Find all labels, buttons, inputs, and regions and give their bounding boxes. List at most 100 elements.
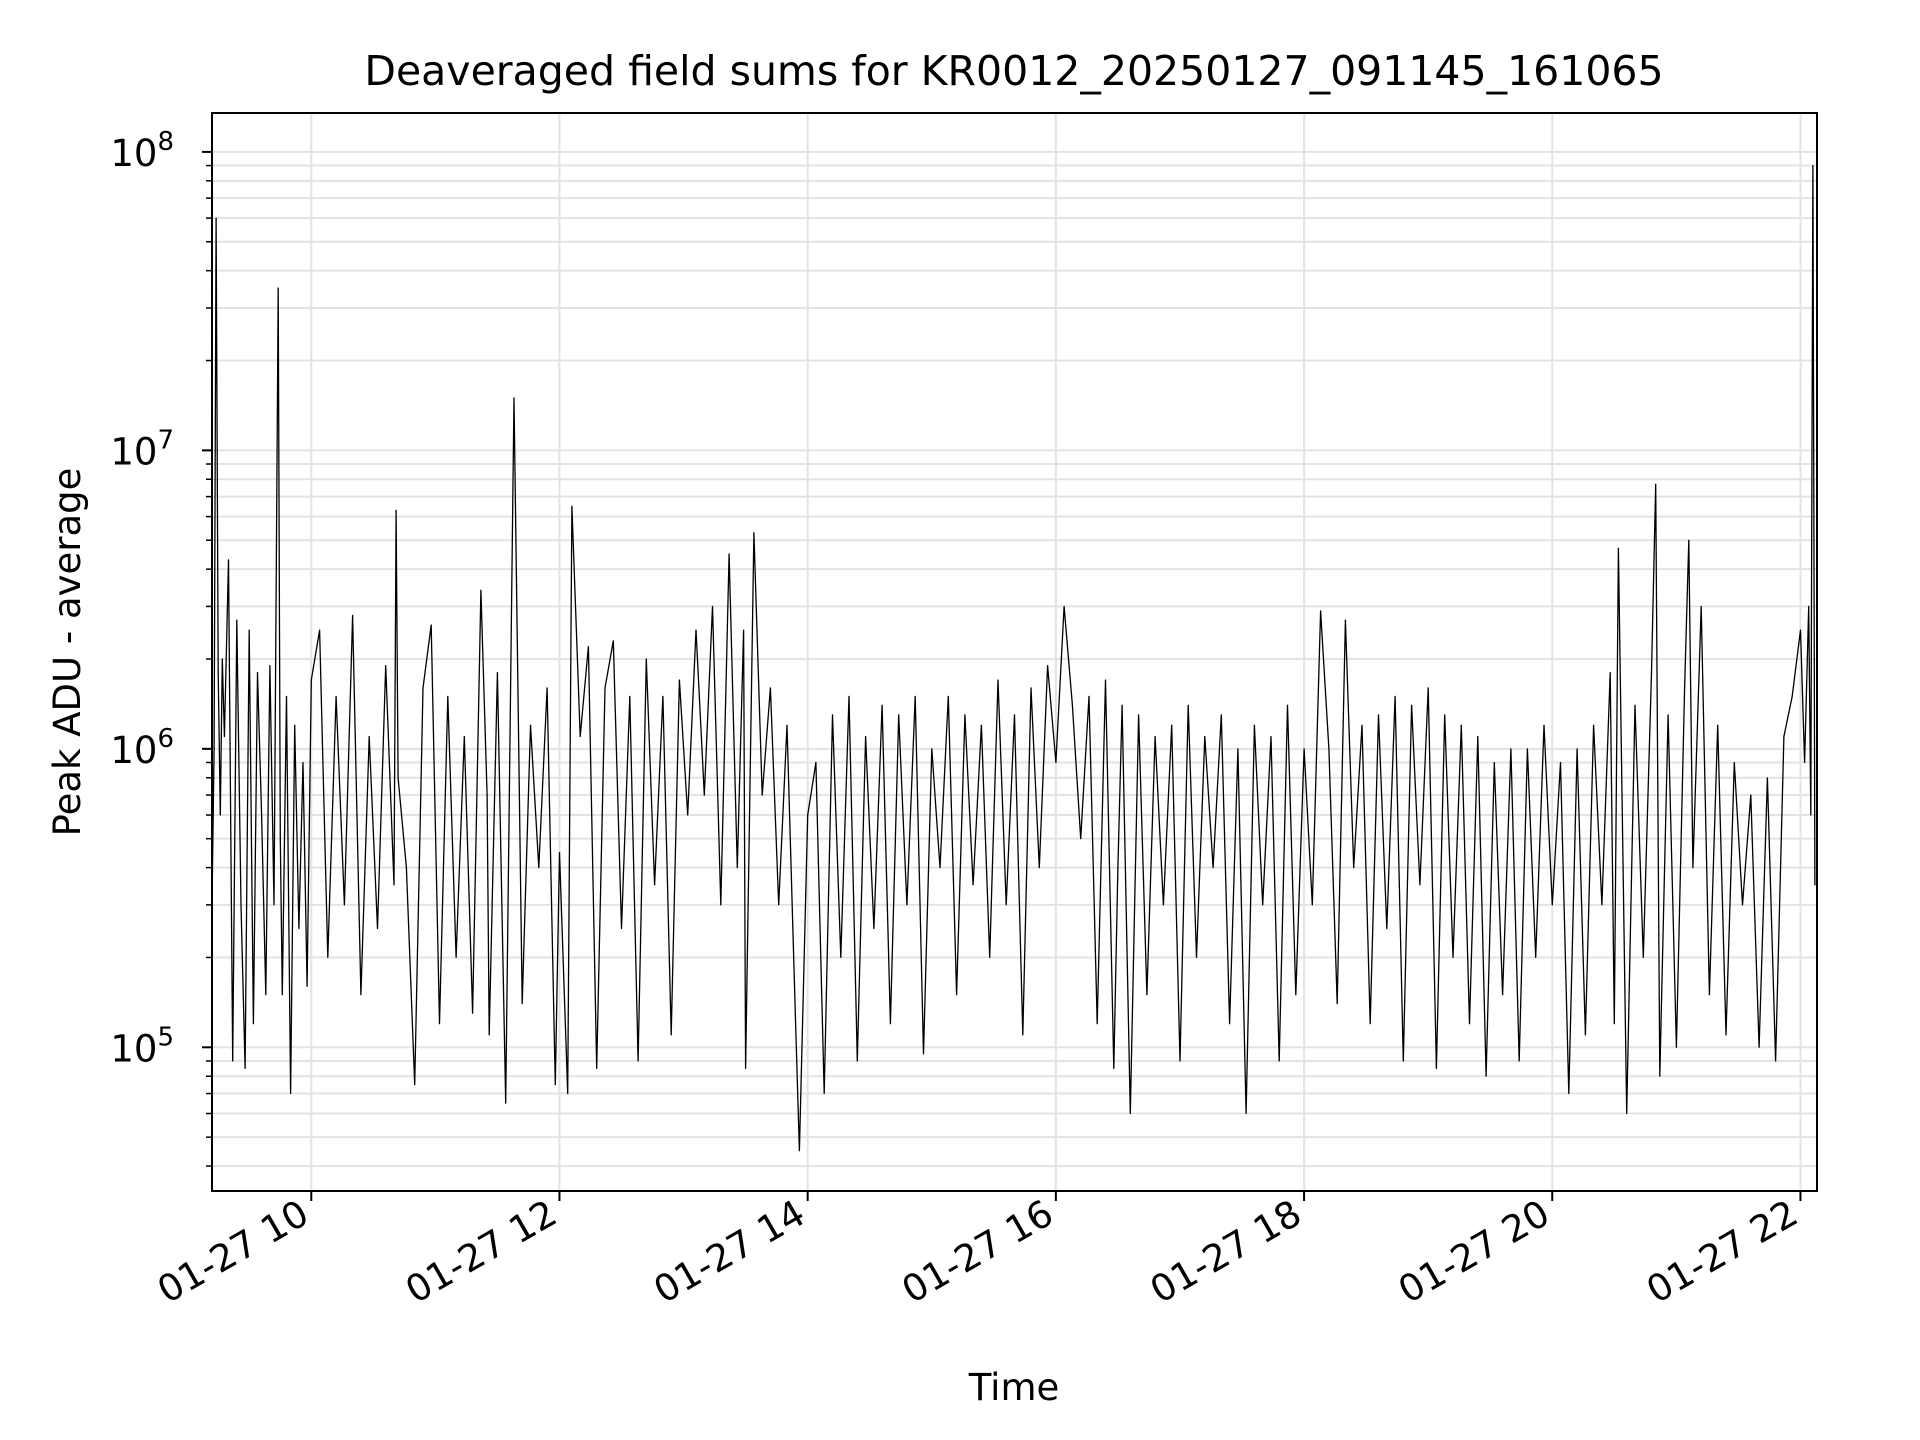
data-point [227, 559, 230, 561]
data-point [947, 695, 949, 697]
data-point [1262, 904, 1264, 906]
data-point [1121, 704, 1123, 706]
data-point [1502, 994, 1504, 996]
data-point [728, 553, 730, 555]
data-point [1435, 1067, 1437, 1069]
data-point [1510, 748, 1512, 750]
data-point [761, 794, 763, 796]
data-point [554, 1084, 556, 1086]
data-point [1750, 794, 1752, 796]
data-point [1559, 761, 1562, 764]
data-point [1725, 1034, 1727, 1036]
data-point [252, 1023, 254, 1025]
data-point [1810, 814, 1812, 816]
data-point [1576, 748, 1578, 750]
y-tick-label: 107 [110, 425, 174, 473]
data-point [1369, 1023, 1371, 1025]
data-point [393, 884, 395, 886]
data-point [223, 735, 225, 738]
data-point [856, 1060, 858, 1062]
data-point [1741, 904, 1744, 906]
data-point [695, 629, 697, 631]
data-point [455, 956, 457, 959]
data-point [637, 1060, 639, 1062]
data-point [279, 838, 281, 840]
y-tick-label: 105 [110, 1022, 174, 1070]
x-axis-label: Time [968, 1366, 1060, 1409]
data-point [956, 994, 958, 996]
data-point [327, 956, 329, 959]
data-point [1171, 724, 1173, 726]
data-point [1047, 665, 1049, 667]
data-point [513, 397, 515, 399]
data-point [261, 814, 263, 816]
data-point [298, 927, 300, 930]
data-point [1452, 956, 1454, 959]
data-point [1692, 867, 1694, 869]
data-point [1688, 539, 1690, 541]
data-point [488, 1034, 490, 1036]
data-point [939, 867, 941, 869]
data-point [1626, 1112, 1628, 1115]
data-point [1344, 619, 1346, 621]
data-point [1253, 724, 1255, 726]
data-point [480, 589, 482, 591]
data-point [629, 695, 631, 697]
data-point [1129, 1112, 1131, 1115]
data-point [1642, 956, 1644, 959]
data-point [302, 761, 304, 764]
data-point [1568, 1092, 1570, 1095]
data-point [898, 714, 900, 716]
data-point [743, 629, 745, 631]
data-point [1634, 704, 1636, 706]
data-point [1708, 994, 1710, 996]
data-point [472, 1012, 474, 1014]
data-point [1609, 672, 1611, 674]
data-point [1804, 761, 1806, 764]
data-point [438, 1023, 441, 1025]
data-point [430, 624, 432, 626]
data-point [620, 927, 623, 930]
data-point [1584, 1034, 1586, 1036]
data-point [964, 714, 966, 716]
data-point [1138, 714, 1140, 716]
data-point [273, 904, 275, 906]
data-point [922, 1053, 925, 1055]
data-point [558, 851, 561, 853]
data-point [736, 867, 738, 869]
data-point [376, 927, 379, 930]
data-point [1187, 704, 1189, 706]
data-point [980, 724, 983, 726]
data-point [529, 724, 532, 726]
data-point [1613, 1023, 1615, 1025]
data-point [873, 927, 875, 930]
y-tick-label: 108 [110, 127, 174, 175]
data-point [645, 658, 647, 660]
data-point [865, 735, 867, 738]
data-point [889, 1023, 892, 1025]
data-point [1814, 884, 1816, 886]
data-point [360, 994, 362, 996]
data-point [753, 532, 755, 534]
data-point [1733, 761, 1735, 764]
data-point [1311, 904, 1313, 906]
data-point [662, 695, 664, 697]
data-point [1030, 687, 1032, 689]
data-point [1650, 672, 1653, 674]
data-point [815, 761, 817, 764]
data-point [1493, 761, 1495, 764]
data-point [1675, 1046, 1677, 1048]
data-point [1526, 748, 1528, 750]
data-point [1655, 483, 1657, 485]
data-point [1229, 1023, 1231, 1025]
data-point [1444, 714, 1446, 716]
data-point [463, 735, 465, 738]
data-point [1775, 1060, 1777, 1062]
data-point [654, 884, 656, 886]
data-point [848, 695, 850, 697]
y-axis-label: Peak ADU - average [46, 468, 89, 837]
data-point [972, 884, 974, 886]
data-point [1336, 1003, 1338, 1005]
data-point [219, 814, 221, 816]
